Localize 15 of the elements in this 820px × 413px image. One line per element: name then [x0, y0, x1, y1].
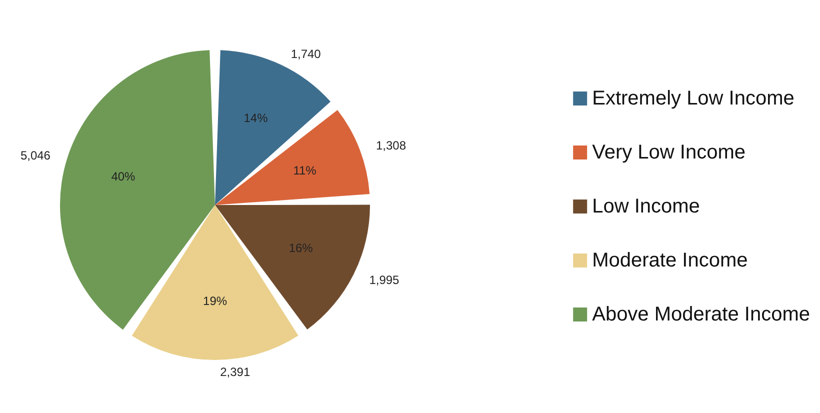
legend-label: Moderate Income	[592, 250, 748, 272]
text: 11%	[293, 164, 317, 178]
legend-label: Extremely Low Income	[592, 88, 794, 110]
data-label: 5,046	[20, 148, 51, 163]
text: 14%	[244, 110, 268, 125]
text: 16%	[288, 241, 314, 256]
text: 19%	[203, 294, 228, 308]
data-label: 1,308	[376, 138, 406, 152]
data-label: 1,995	[369, 273, 400, 288]
data-label: 1,740	[290, 46, 322, 61]
text: 40%	[111, 170, 136, 184]
legend-label: Low Income	[592, 196, 700, 218]
data-label: 2,391	[220, 365, 250, 379]
legend-label: Very Low Income	[592, 142, 746, 164]
legend-label: Above Moderate Income	[592, 304, 810, 326]
